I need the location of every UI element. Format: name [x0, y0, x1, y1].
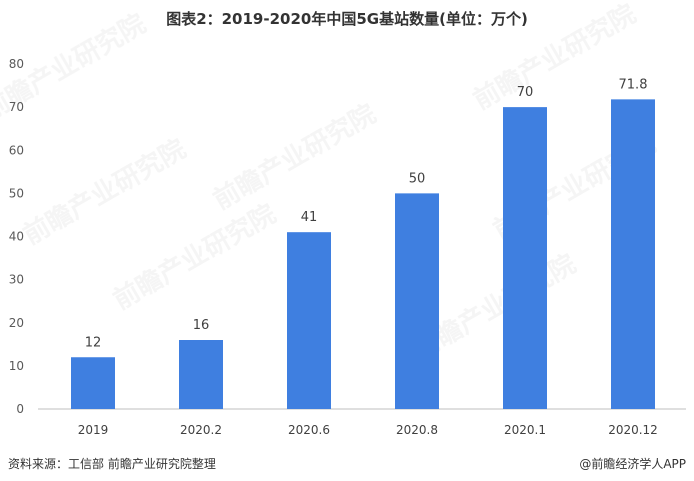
- bar: [179, 340, 223, 409]
- x-axis-ticks: 2019 2020.2 2020.6 2020.8 2020.1 2020.12: [78, 423, 658, 437]
- credit-note: @前瞻经济学人APP: [579, 457, 686, 471]
- y-axis-ticks: 0 10 20 30 40 50 60 70 80: [9, 57, 24, 416]
- data-label: 12: [85, 335, 102, 350]
- x-tick-label: 2020.1: [504, 423, 546, 437]
- watermark-text: 前瞻产业研究院: [208, 98, 381, 216]
- watermark-text: 前瞻产业研究院: [18, 133, 191, 251]
- y-tick-label: 60: [9, 143, 24, 157]
- bar: [611, 99, 655, 410]
- source-note: 资料来源：工信部 前瞻产业研究院整理: [8, 457, 216, 471]
- data-label: 41: [301, 210, 318, 225]
- bar: [287, 232, 331, 409]
- y-tick-label: 30: [9, 273, 24, 287]
- y-tick-label: 40: [9, 230, 24, 244]
- watermark-text: 前瞻产业研究院: [468, 0, 641, 116]
- data-label: 16: [193, 318, 210, 333]
- data-label: 71.8: [619, 77, 648, 92]
- y-tick-label: 50: [9, 186, 24, 200]
- chart-title: 图表2：2019-2020年中国5G基站数量(单位：万个): [166, 10, 528, 28]
- bar: [395, 193, 439, 409]
- data-label: 50: [409, 171, 426, 186]
- y-tick-label: 0: [16, 402, 24, 416]
- y-tick-label: 70: [9, 100, 24, 114]
- x-tick-label: 2020.6: [288, 423, 330, 437]
- x-tick-label: 2019: [78, 423, 109, 437]
- y-tick-label: 10: [9, 359, 24, 373]
- y-tick-label: 20: [9, 316, 24, 330]
- y-tick-label: 80: [9, 57, 24, 71]
- x-tick-label: 2020.2: [180, 423, 222, 437]
- x-tick-label: 2020.8: [396, 423, 438, 437]
- x-tick-label: 2020.12: [608, 423, 658, 437]
- data-label: 70: [517, 85, 534, 100]
- bar: [503, 107, 547, 409]
- bar: [71, 357, 115, 409]
- watermark-text: 前瞻产业研究院: [108, 198, 281, 316]
- value-labels: 12 16 41 50 70 71.8: [85, 77, 648, 350]
- bars: [71, 99, 655, 410]
